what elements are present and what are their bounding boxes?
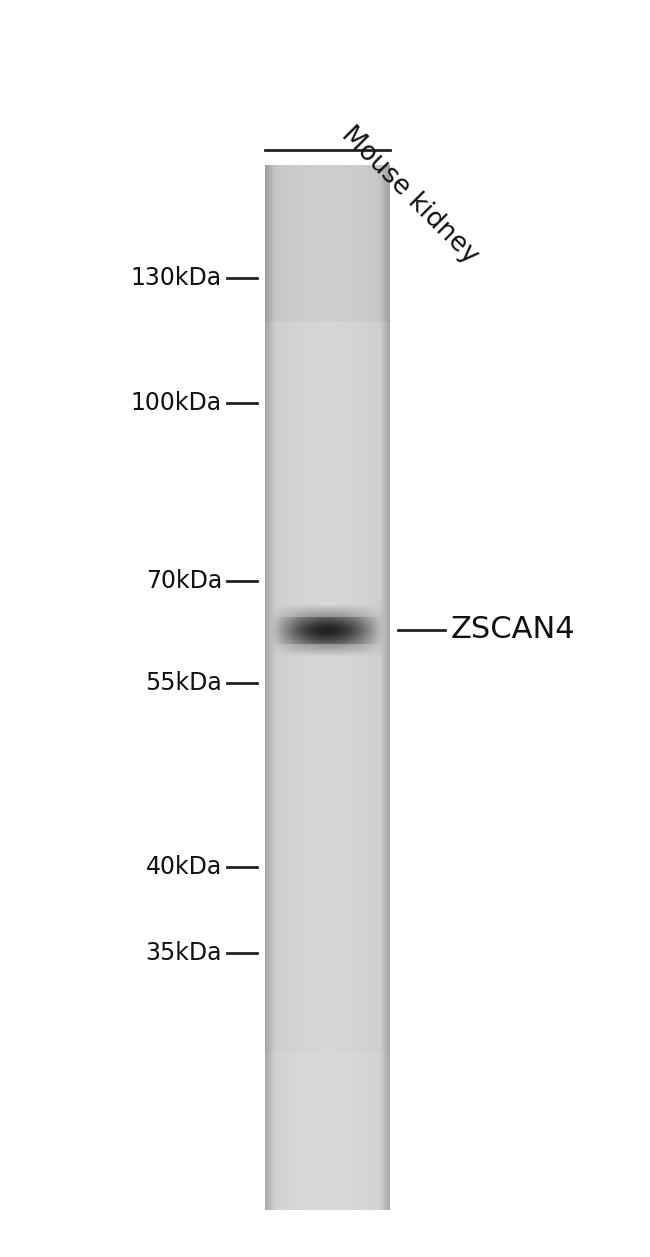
Text: ZSCAN4: ZSCAN4 [451, 616, 576, 645]
Text: 55kDa: 55kDa [145, 671, 222, 695]
Text: 40kDa: 40kDa [146, 855, 222, 879]
Text: 100kDa: 100kDa [131, 391, 222, 415]
Text: 70kDa: 70kDa [146, 569, 222, 593]
Text: Mouse kidney: Mouse kidney [335, 122, 483, 269]
Text: 35kDa: 35kDa [146, 941, 222, 965]
Text: 130kDa: 130kDa [131, 266, 222, 290]
